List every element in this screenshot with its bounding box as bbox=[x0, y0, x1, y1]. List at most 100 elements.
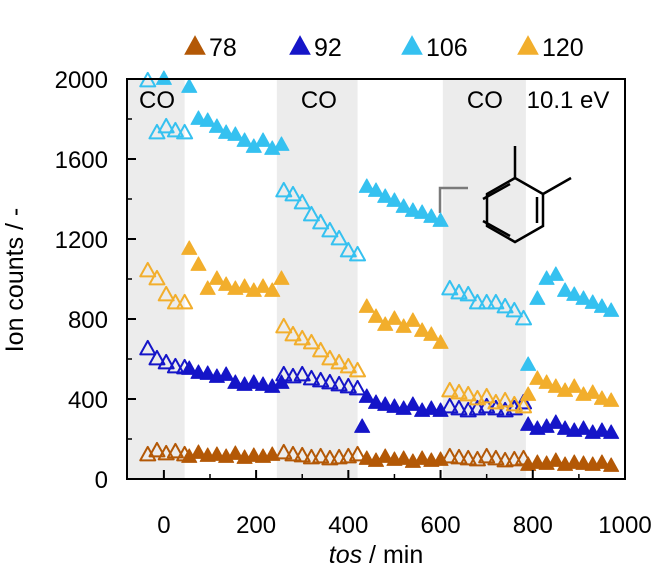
series-120-open-point-7 bbox=[293, 329, 311, 346]
series-106-open-point-15 bbox=[450, 283, 468, 300]
series-106-filled-point-20 bbox=[432, 212, 449, 227]
y-tick-label-0: 0 bbox=[95, 467, 108, 494]
series-92-open-point-7 bbox=[293, 365, 311, 382]
series-78-open-point-20 bbox=[496, 451, 514, 468]
legend-label-120: 120 bbox=[542, 34, 584, 62]
series-92-filled-point-5 bbox=[227, 374, 244, 389]
series-120-filled-point-23 bbox=[547, 378, 564, 393]
series-78-open-point-18 bbox=[478, 447, 496, 464]
series-92-filled-point-20 bbox=[432, 402, 449, 417]
series-78-open-point-3 bbox=[166, 442, 184, 459]
series-92-open-point-11 bbox=[330, 375, 348, 392]
series-106-filled-point-24 bbox=[547, 266, 564, 281]
series-106-filled-point-1 bbox=[181, 78, 198, 93]
series-92-filled-point-4 bbox=[218, 366, 235, 381]
series-120-filled-point-18 bbox=[423, 326, 440, 341]
series-120-filled-point-25 bbox=[566, 378, 583, 393]
series-106-filled-point-6 bbox=[227, 126, 244, 141]
series-106-filled-point-28 bbox=[584, 294, 601, 309]
series-106-open-point-5 bbox=[275, 181, 293, 198]
co-band-label-2: CO bbox=[467, 87, 503, 114]
series-120-open-point-5 bbox=[275, 317, 293, 334]
series-78-filled-point-14 bbox=[395, 450, 412, 465]
series-92-filled-point-7 bbox=[245, 374, 262, 389]
series-120-filled-point-8 bbox=[255, 278, 272, 293]
series-120-filled-point-14 bbox=[386, 310, 403, 325]
series-78-open-point-7 bbox=[293, 446, 311, 463]
series-92-filled-point-24 bbox=[547, 414, 564, 429]
co-band-label-1: CO bbox=[301, 87, 337, 114]
series-106-open-point-10 bbox=[321, 221, 339, 238]
series-120-filled-point-28 bbox=[593, 390, 610, 405]
series-120-open-point-21 bbox=[505, 395, 523, 412]
series-92-filled-point-10 bbox=[273, 374, 290, 389]
series-106-filled-point-14 bbox=[377, 188, 394, 203]
series-92-filled-point-21 bbox=[520, 416, 537, 431]
series-120-filled-point-27 bbox=[584, 384, 601, 399]
series-106-open-point-17 bbox=[468, 293, 486, 310]
series-120-filled-point-6 bbox=[236, 278, 253, 293]
series-120-filled-point-2 bbox=[199, 280, 216, 295]
series-120-open-point-3 bbox=[166, 293, 184, 310]
series-106-open-point-12 bbox=[339, 241, 357, 258]
series-106-open-point-11 bbox=[330, 229, 348, 246]
x-axis-title-variable: tos bbox=[329, 541, 362, 569]
series-120-open-point-18 bbox=[478, 387, 496, 404]
series-106-open-point-16 bbox=[459, 285, 477, 302]
x-axis-title: tos / min bbox=[329, 541, 423, 569]
co-band-label-0: CO bbox=[139, 87, 175, 114]
series-92-filled-point-14 bbox=[377, 396, 394, 411]
series-106-filled-point-15 bbox=[386, 192, 403, 207]
x-axis-title-unit: / min bbox=[362, 541, 423, 569]
series-106-filled-point-3 bbox=[199, 112, 216, 127]
y-axis-title: Ion counts / - bbox=[1, 208, 29, 353]
series-78-open-point-5 bbox=[275, 443, 293, 460]
series-78-filled-point-22 bbox=[547, 452, 564, 467]
series-92-open-point-13 bbox=[349, 379, 367, 396]
x-tick-label-3: 600 bbox=[421, 512, 461, 539]
series-120-open-point-16 bbox=[459, 385, 477, 402]
series-106-filled-point-27 bbox=[575, 290, 592, 305]
series-120-open-point-8 bbox=[302, 333, 320, 350]
series-78-open-point-16 bbox=[459, 449, 477, 466]
series-106-open-point-13 bbox=[349, 245, 367, 262]
series-120-filled-point-9 bbox=[264, 282, 281, 297]
energy-annotation: 10.1 eV bbox=[527, 87, 610, 114]
legend-label-92: 92 bbox=[314, 34, 342, 62]
series-78-filled-point-5 bbox=[227, 445, 244, 460]
series-120-open-point-22 bbox=[515, 397, 533, 414]
series-120-open-point-9 bbox=[312, 341, 330, 358]
series-120-open-point-11 bbox=[330, 353, 348, 370]
legend: 78 92 106 120 bbox=[184, 34, 584, 62]
series-120-filled-point-20 bbox=[520, 386, 537, 401]
series-120-filled-point-21 bbox=[529, 370, 546, 385]
series-92-filled-point-8 bbox=[255, 376, 272, 391]
series-106-filled-point-19 bbox=[423, 208, 440, 223]
legend-marker-106 bbox=[401, 35, 423, 55]
x-tick-label-2: 400 bbox=[328, 512, 368, 539]
co-band-0 bbox=[127, 79, 185, 479]
series-106-filled-point-17 bbox=[404, 202, 421, 217]
legend-marker-120 bbox=[517, 35, 539, 55]
series-120-filled-point-3 bbox=[208, 270, 225, 285]
series-92-filled-point-25 bbox=[557, 420, 574, 435]
series-92-filled-point-11 bbox=[354, 418, 371, 433]
series-106-open-point-4 bbox=[176, 123, 194, 140]
series-120-open-point-0 bbox=[139, 261, 157, 278]
series-78-filled-point-9 bbox=[264, 446, 281, 461]
legend-marker-92 bbox=[289, 35, 311, 55]
series-106-open-point-9 bbox=[312, 213, 330, 230]
series-120-filled-point-19 bbox=[432, 334, 449, 349]
series-120-open-point-4 bbox=[176, 293, 194, 310]
y-tick-label-1: 400 bbox=[68, 387, 108, 414]
series-78-filled-point-27 bbox=[593, 454, 610, 469]
series-78-open-point-9 bbox=[312, 447, 330, 464]
series-106-open-point-18 bbox=[478, 293, 496, 310]
series-92-filled-point-29 bbox=[593, 422, 610, 437]
series-92-open-point-15 bbox=[450, 399, 468, 416]
series-106-filled-point-2 bbox=[190, 110, 207, 125]
series-78-filled-point-28 bbox=[603, 457, 620, 472]
series-120-open-point-2 bbox=[157, 285, 175, 302]
series-120-filled-point-29 bbox=[603, 392, 620, 407]
